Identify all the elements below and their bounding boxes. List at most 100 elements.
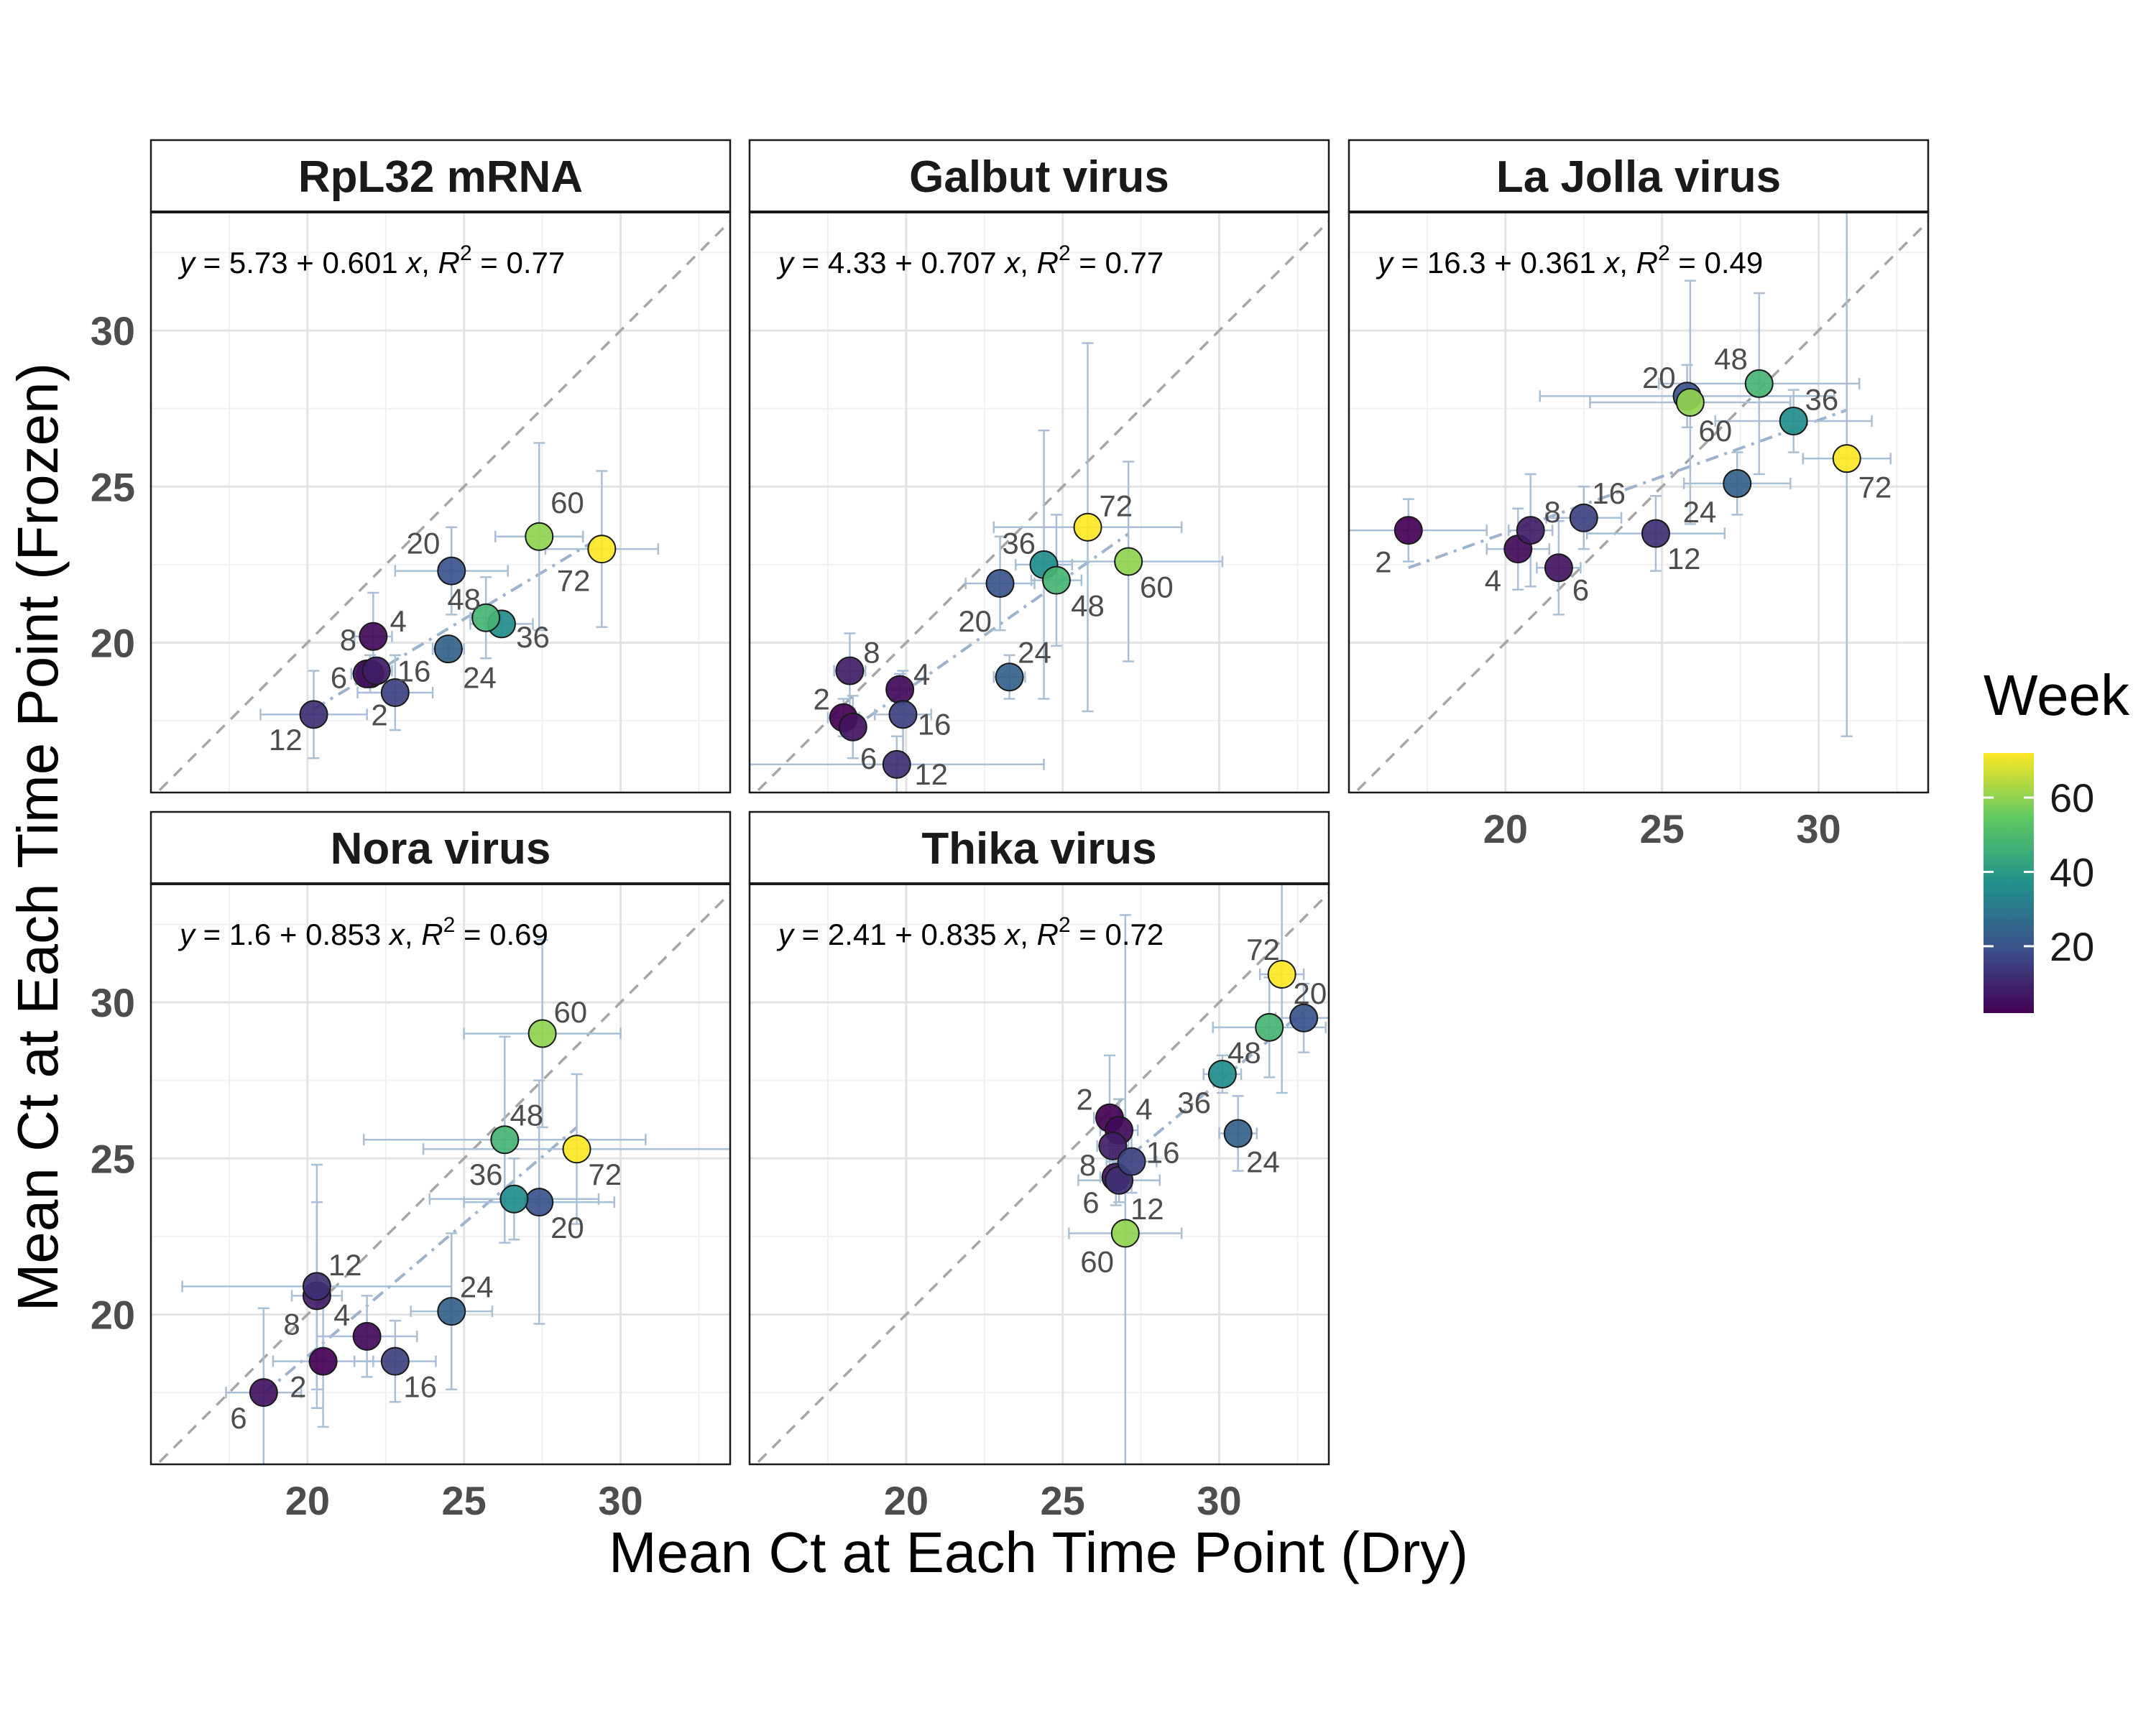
x-tick-label: 25 (442, 1478, 487, 1523)
point-label: 60 (553, 995, 587, 1029)
point-label: 8 (863, 636, 880, 670)
equation-part: x (1003, 246, 1021, 279)
data-point (361, 656, 391, 685)
point-label: 16 (1146, 1136, 1180, 1170)
data-point (1544, 553, 1573, 583)
point-label: 36 (1002, 526, 1036, 560)
legend-tick-label: 20 (2050, 924, 2094, 969)
equation-part: R (1037, 246, 1059, 279)
point-label: 6 (1572, 573, 1589, 607)
data-point (587, 535, 617, 564)
point-label: 36 (516, 620, 550, 654)
point-label: 8 (283, 1308, 300, 1341)
point-label: 48 (447, 583, 481, 616)
equation-part: , (405, 918, 421, 951)
point-label: 20 (958, 604, 992, 638)
x-tick-label: 25 (1640, 806, 1685, 851)
regression-equation: y = 4.33 + 0.707 x, R2 = 0.77 (776, 241, 1164, 279)
data-point (499, 1184, 529, 1214)
point-label: 16 (397, 655, 431, 688)
equation-superscript: 2 (1658, 241, 1670, 265)
x-axis-title: Mean Ct at Each Time Point (Dry) (609, 1520, 1468, 1584)
data-point (525, 1188, 554, 1217)
equation-part: , (1619, 246, 1636, 279)
point-label: 24 (1246, 1145, 1280, 1179)
data-point (299, 700, 328, 729)
y-tick-label: 25 (91, 1136, 135, 1181)
regression-line (842, 532, 1130, 736)
panel-border (1348, 211, 1930, 794)
point-label: 72 (588, 1158, 622, 1191)
panel-border (149, 882, 732, 1466)
data-point (352, 1321, 382, 1351)
data-point (380, 1346, 410, 1376)
strip-title: RpL32 mRNA (298, 152, 583, 202)
data-point (1098, 1131, 1128, 1160)
y-tick-label: 20 (91, 620, 135, 665)
data-point (308, 1346, 338, 1376)
equation-superscript: 2 (1059, 913, 1071, 937)
point-label: 48 (1071, 588, 1105, 622)
data-point (1832, 444, 1861, 473)
data-point (1289, 1003, 1319, 1032)
equation-part: R (438, 246, 460, 279)
point-label: 20 (550, 1211, 584, 1244)
point-label: 48 (510, 1098, 543, 1132)
data-point (437, 556, 466, 586)
point-label: 60 (1140, 570, 1174, 604)
legend-colorbar (1984, 753, 2034, 1013)
data-point (1223, 1119, 1253, 1148)
point-label: 8 (340, 623, 356, 657)
data-point (1110, 1219, 1140, 1248)
point-label: 16 (403, 1369, 437, 1403)
data-point (1569, 503, 1598, 532)
point-label: 12 (914, 757, 948, 791)
point-label: 16 (1592, 476, 1626, 510)
point-label: 60 (550, 486, 584, 519)
data-point (490, 1125, 520, 1155)
x-tick-label: 30 (1197, 1478, 1241, 1523)
equation-part: y (1376, 246, 1395, 279)
color-legend: Week 20 40 60 (1984, 663, 2130, 1013)
point-label: 60 (1080, 1245, 1114, 1279)
data-point (1516, 516, 1545, 545)
data-point (1723, 468, 1752, 498)
point-label: 60 (1698, 414, 1732, 448)
equation-part: y (178, 246, 197, 279)
point-label: 36 (1177, 1086, 1211, 1119)
equation-part: = 0.49 (1670, 246, 1764, 279)
data-point (302, 1272, 331, 1301)
point-label: 36 (469, 1158, 503, 1191)
equation-part: , (1020, 918, 1036, 951)
equation-part: , (421, 246, 438, 279)
equation-part: = 0.72 (1071, 918, 1164, 951)
point-label: 6 (230, 1401, 247, 1435)
point-label: 20 (1642, 361, 1676, 394)
data-point (1114, 547, 1143, 576)
equation-part: R (421, 918, 443, 951)
equation-part: x (388, 918, 406, 951)
point-label: 4 (390, 604, 407, 638)
equation-part: y (776, 918, 796, 951)
point-label: 24 (1683, 495, 1717, 529)
y-axis-title: Mean Ct at Each Time Point (Frozen) (6, 363, 70, 1312)
strip-title: Nora virus (331, 824, 551, 874)
equation-superscript: 2 (443, 913, 456, 937)
point-label: 72 (557, 564, 591, 598)
data-point (885, 675, 915, 704)
data-point (433, 634, 463, 664)
equation-part: x (405, 246, 423, 279)
data-point (528, 1019, 557, 1048)
point-label: 6 (1082, 1186, 1099, 1219)
point-label: 4 (1135, 1092, 1152, 1126)
data-point (359, 622, 388, 651)
point-label: 2 (1076, 1083, 1092, 1117)
data-point (437, 1297, 466, 1326)
strip-title: Galbut virus (909, 152, 1169, 202)
